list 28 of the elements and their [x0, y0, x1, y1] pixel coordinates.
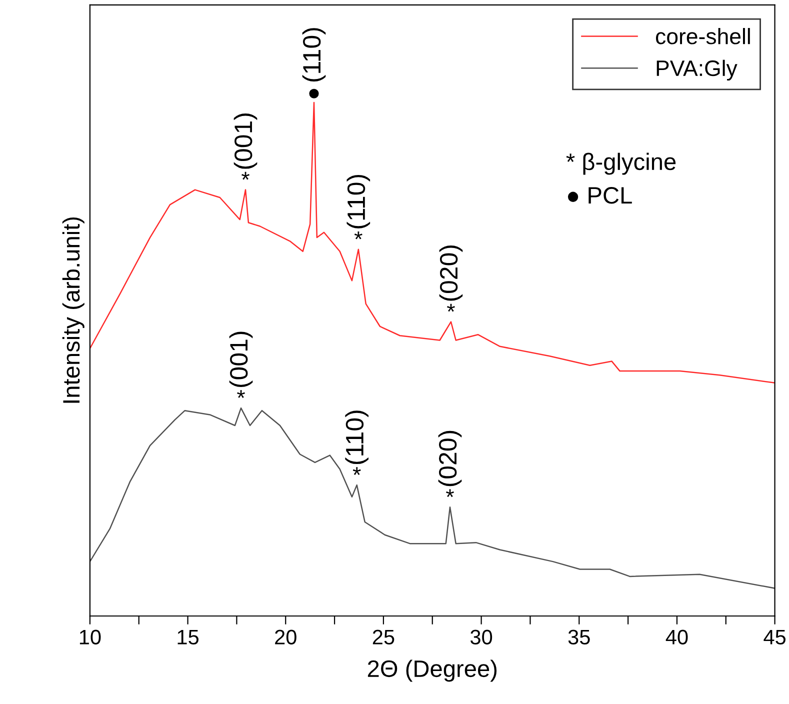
annotation: * β-glycine — [566, 152, 676, 175]
annotation: ● — [309, 88, 319, 98]
x-tick-label: 20 — [275, 630, 296, 644]
legend-label: core-shell — [656, 28, 750, 44]
annotation: (020) — [438, 430, 462, 486]
annotation: * — [242, 172, 250, 180]
x-tick-label: 30 — [470, 630, 492, 644]
x-axis-title: 2Θ (Degree) — [368, 660, 497, 682]
annotation: (001) — [229, 332, 253, 388]
x-tick-label: 25 — [372, 630, 394, 644]
annotation: * — [237, 390, 245, 398]
annotation: (001) — [234, 114, 258, 169]
annotation: * — [446, 489, 454, 498]
x-tick-label: 35 — [568, 630, 590, 644]
x-tick-label: 10 — [80, 630, 101, 644]
y-axis-title: Intensity (arb.unit) — [62, 217, 84, 403]
annotation: (110) — [346, 174, 370, 228]
annotation: (110) — [302, 28, 326, 82]
x-tick-label: 15 — [178, 630, 198, 644]
annotation: ● PCL — [568, 187, 632, 204]
annotation: (110) — [345, 410, 368, 464]
legend-label: PVA:Gly — [656, 60, 738, 81]
annotation: * — [354, 231, 362, 240]
x-tick-label: 40 — [666, 630, 688, 644]
x-tick-label: 45 — [764, 630, 786, 644]
annotation: * — [352, 467, 361, 475]
annotation: * — [446, 304, 455, 312]
annotation: (020) — [439, 246, 463, 301]
